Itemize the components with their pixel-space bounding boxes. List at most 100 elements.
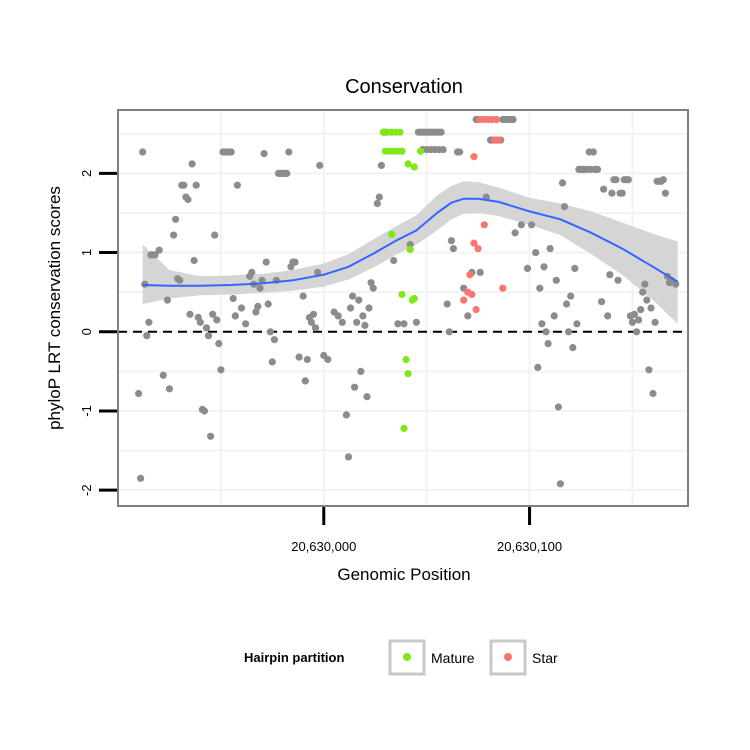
legend-label-star: Star [532,650,558,666]
data-point-other [542,328,550,336]
data-point-other [546,245,554,253]
data-point-other [511,229,519,237]
data-point-mature [400,424,408,432]
data-point-other [268,358,276,366]
data-point-other [517,221,525,229]
data-point-other [256,284,264,292]
legend: Hairpin partition Mature Star [244,639,558,676]
data-point-other [377,161,385,169]
data-point-other [145,318,153,326]
data-point-other [351,383,359,391]
data-point-other [231,312,239,320]
data-point-other [369,284,377,292]
data-point-other [639,288,647,296]
data-point-other [176,276,184,284]
data-point-other [211,231,219,239]
data-point-star [460,296,468,304]
data-point-other [184,195,192,204]
data-point-other [353,318,361,326]
data-point-other [606,271,614,279]
smooth-curve-layer [142,197,679,287]
data-point-other [242,320,250,328]
panel-background [118,110,688,506]
data-point-other [476,268,484,276]
y-tick-label: 0 [79,328,94,335]
data-point-other [624,176,632,184]
data-point-other [334,312,342,320]
data-point-other [291,258,299,266]
data-point-other [614,276,622,284]
legend-item-star: Star [489,639,558,676]
data-point-mature [410,163,418,171]
data-point-star [470,239,478,247]
data-point-other [532,249,540,257]
y-axis-label: phyloP LRT conservation scores [45,186,64,430]
data-point-other [252,308,260,316]
data-point-other [137,474,145,482]
data-point-other [528,221,536,229]
data-point-star [470,153,478,161]
data-point-other [139,148,147,156]
data-point-other [135,389,143,398]
data-point-other [316,161,324,169]
legend-marker-star [504,653,512,661]
data-point-other [589,148,597,156]
data-point-other [151,251,159,259]
data-point-other [630,310,639,318]
y-tick-label: 1 [79,249,94,256]
x-tick-label: 20,630,000 [291,539,356,554]
x-axis-label: Genomic Position [337,565,470,584]
data-point-other [538,320,546,328]
data-point-other [544,340,552,348]
data-point-other [447,237,455,245]
data-point-other [180,181,188,189]
data-point-other [200,407,208,415]
legend-label-mature: Mature [431,650,475,666]
plot-panel [117,109,689,507]
data-point-star [493,115,501,124]
data-point-mature [416,147,425,155]
data-point-other [560,203,569,211]
y-axis: -2 -1 0 1 2 [79,170,117,496]
data-point-other [550,312,558,320]
data-point-other [643,296,651,304]
data-point-other [190,256,198,265]
data-point-other [303,355,311,364]
data-point-other [285,148,293,156]
data-point-other [569,344,577,352]
data-point-other [443,300,451,308]
data-point-mature [396,128,404,136]
data-point-star [466,271,474,279]
data-point-other [600,185,608,193]
data-point-mature [410,294,418,303]
data-point-other [608,189,616,197]
data-point-other [367,279,375,287]
data-point-other [390,256,398,265]
data-point-other [523,264,532,272]
data-point-star [468,290,476,299]
points-layer [135,115,680,488]
data-point-other [540,263,548,271]
data-point-mature [406,245,414,253]
data-point-other [196,318,204,326]
data-point-other [301,377,309,385]
data-point-other [464,312,472,320]
data-point-other [192,181,200,189]
data-point-other [598,298,606,306]
data-point-other [165,385,173,393]
data-point-other [618,189,626,197]
data-point-other [509,115,517,124]
data-point-other [400,320,408,328]
data-point-other [556,480,565,488]
data-point-other [565,328,573,336]
data-point-other [449,245,457,253]
data-point-other [258,276,266,284]
data-point-other [262,258,270,266]
data-point-other [299,292,307,300]
data-point-other [237,304,246,312]
data-point-other [649,389,657,398]
data-point-other [202,324,211,332]
data-point-other [554,403,563,411]
data-point-other [207,432,215,440]
